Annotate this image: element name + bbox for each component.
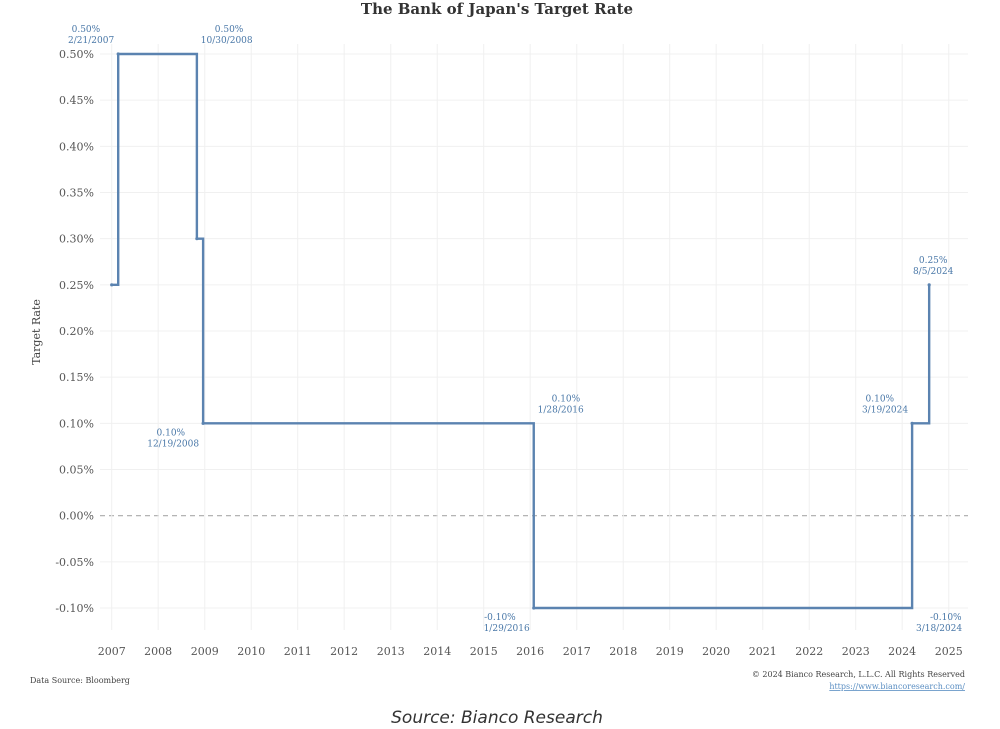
data-point bbox=[927, 283, 931, 287]
website-link[interactable]: https://www.biancoresearch.com/ bbox=[829, 682, 965, 691]
annotation-value: 0.10% bbox=[157, 428, 186, 438]
x-tick-label: 2011 bbox=[284, 645, 312, 658]
data-point bbox=[201, 421, 205, 425]
x-tick-label: 2014 bbox=[423, 645, 451, 658]
x-tick-label: 2024 bbox=[888, 645, 916, 658]
annotation-date: 8/5/2024 bbox=[913, 267, 954, 277]
annotation-date: 3/19/2024 bbox=[862, 405, 908, 415]
x-tick-label: 2019 bbox=[656, 645, 684, 658]
y-tick-label: -0.10% bbox=[55, 602, 94, 615]
annotation-value: 0.50% bbox=[215, 25, 244, 35]
annotation-value: -0.10% bbox=[484, 613, 516, 623]
x-tick-label: 2008 bbox=[144, 645, 172, 658]
chart-title: The Bank of Japan's Target Rate bbox=[361, 0, 633, 18]
x-tick-label: 2025 bbox=[935, 645, 963, 658]
x-tick-label: 2023 bbox=[842, 645, 870, 658]
data-source-note: Data Source: Bloomberg bbox=[30, 676, 130, 685]
x-tick-label: 2017 bbox=[563, 645, 591, 658]
y-tick-label: 0.25% bbox=[59, 279, 94, 292]
annotation-date: 1/29/2016 bbox=[484, 624, 530, 634]
y-tick-label: 0.10% bbox=[59, 417, 94, 430]
y-tick-label: 0.20% bbox=[59, 325, 94, 338]
x-tick-label: 2009 bbox=[191, 645, 219, 658]
x-tick-labels: 2007 2008 2009 2010 2011 2012 2013 2014 2015 2016… bbox=[98, 645, 963, 658]
data-point bbox=[110, 283, 114, 287]
x-tick-label: 2020 bbox=[702, 645, 730, 658]
y-tick-label: 0.45% bbox=[59, 94, 94, 107]
y-tick-label: 0.35% bbox=[59, 187, 94, 200]
x-tick-label: 2022 bbox=[795, 645, 823, 658]
annotation-value: 0.10% bbox=[866, 394, 895, 404]
annotation-date: 1/28/2016 bbox=[538, 405, 584, 415]
source-caption: Source: Bianco Research bbox=[391, 708, 603, 728]
data-point bbox=[195, 237, 199, 241]
annotations-group: 0.50%2/21/20070.50%10/30/20080.10%12/19/… bbox=[68, 25, 962, 634]
annotation-date: 10/30/2008 bbox=[201, 36, 253, 46]
data-point bbox=[116, 52, 120, 56]
annotation-date: 2/21/2007 bbox=[68, 36, 114, 46]
annotation-date: 12/19/2008 bbox=[147, 439, 199, 449]
x-tick-label: 2007 bbox=[98, 645, 126, 658]
data-point bbox=[532, 606, 536, 610]
annotation-value: -0.10% bbox=[930, 613, 962, 623]
y-tick-label: 0.30% bbox=[59, 233, 94, 246]
x-tick-label: 2013 bbox=[377, 645, 405, 658]
annotation-value: 0.50% bbox=[72, 25, 101, 35]
y-tick-label: 0.00% bbox=[59, 510, 94, 523]
annotation-date: 3/18/2024 bbox=[916, 624, 962, 634]
x-tick-label: 2015 bbox=[470, 645, 498, 658]
x-tick-label: 2012 bbox=[330, 645, 358, 658]
y-tick-label: -0.05% bbox=[55, 556, 94, 569]
annotation-value: 0.25% bbox=[919, 256, 948, 266]
y-tick-labels: 0.50% 0.45% 0.40% 0.35% 0.30% 0.25% 0.20% 0.15%… bbox=[55, 48, 94, 615]
y-tick-label: 0.15% bbox=[59, 371, 94, 384]
copyright-note: © 2024 Bianco Research, L.L.C. All Right… bbox=[752, 670, 965, 679]
y-tick-label: 0.50% bbox=[59, 48, 94, 61]
y-tick-label: 0.40% bbox=[59, 140, 94, 153]
series-group bbox=[110, 52, 931, 610]
data-point bbox=[910, 421, 914, 425]
x-tick-label: 2021 bbox=[749, 645, 777, 658]
y-tick-label: 0.05% bbox=[59, 464, 94, 477]
x-tick-label: 2010 bbox=[237, 645, 265, 658]
y-axis-label: Target Rate bbox=[30, 299, 43, 365]
x-tick-label: 2018 bbox=[609, 645, 637, 658]
x-tick-label: 2016 bbox=[516, 645, 544, 658]
annotation-value: 0.10% bbox=[552, 394, 581, 404]
